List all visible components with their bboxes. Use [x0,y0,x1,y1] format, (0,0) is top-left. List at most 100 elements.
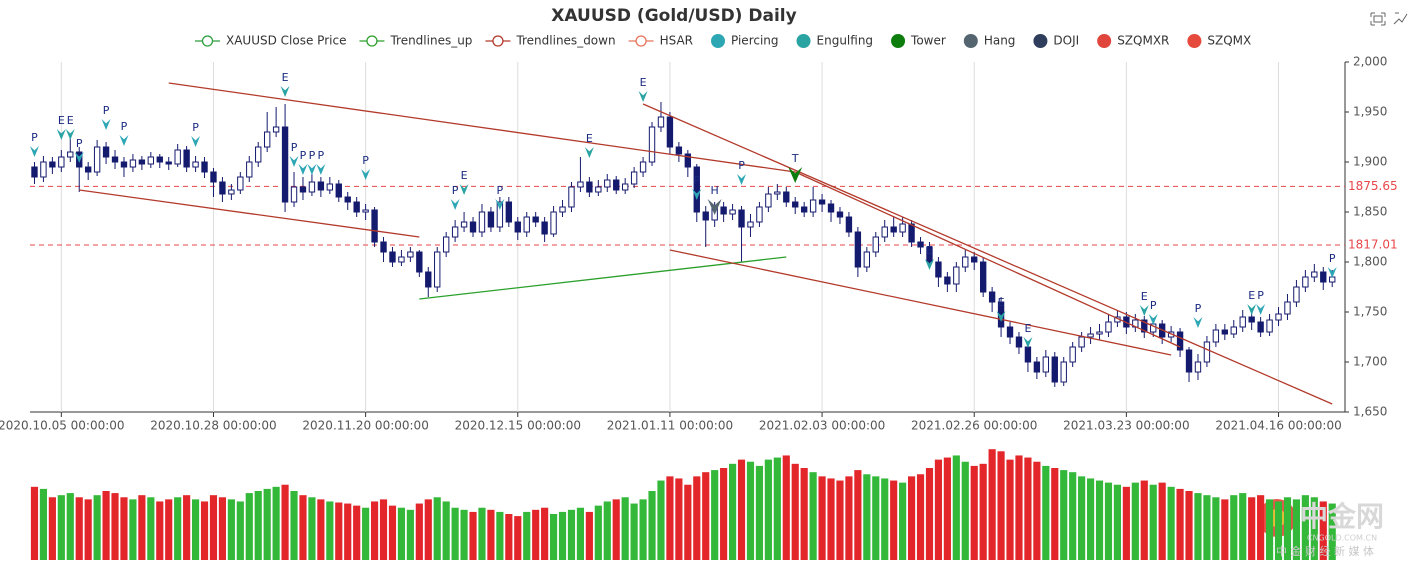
candle-body [702,211,709,221]
candle-body [1087,333,1094,338]
volume-bar [1140,480,1148,560]
candle-body [120,161,128,168]
volume-bar [433,497,441,560]
volume-bar [863,474,871,560]
candle-body [371,209,378,243]
pattern-label: P [1257,289,1264,302]
candle-body [890,226,897,233]
pattern-marker [1247,304,1257,315]
candle-body [595,186,602,193]
pattern-label: E [1024,322,1031,335]
candle-body [156,156,163,163]
candle-body [290,186,298,203]
chart-title: XAUUSD (Gold/USD) Daily [551,6,796,26]
toolbox[interactable] [1370,12,1408,26]
candle-body [971,256,978,263]
candle-body [962,256,969,268]
legend-label: Piercing [731,34,779,48]
volume-bar [684,484,692,560]
volume-bar [567,509,576,560]
volume-bar [48,497,56,560]
volume-bar [1239,493,1247,560]
candle-body [621,183,629,191]
volume-bar [809,472,817,560]
watermark-domain: CNGOLD.COM.CN [1307,534,1377,543]
volume-bar [612,499,620,560]
volume-bar [1015,455,1023,560]
pattern-marker [1193,317,1203,328]
volume-bar [406,509,414,560]
pattern-label: P [452,184,459,197]
candle-body [863,251,871,268]
candle-body [1275,313,1282,321]
volume-bar [1104,482,1113,560]
candle-body [604,179,611,188]
pattern-marker [459,184,469,195]
candle-body [451,226,459,238]
volume-bar [836,480,844,560]
volume-bar [1060,470,1068,560]
volume-bar [1328,503,1336,560]
candle-body [1033,361,1041,373]
y-tick-label: 1,750 [1353,305,1387,319]
candle-body [255,146,262,163]
x-tick-label: 2020.10.28 00:00:00 [150,419,276,433]
candle-body [953,266,960,285]
candle-body [210,171,217,183]
candle-body [102,146,110,158]
pattern-label: P [76,137,83,150]
pattern-marker [119,135,129,146]
volume-bar [881,478,889,560]
legend-icon [201,35,214,47]
pattern-marker [316,164,326,175]
candle-body [308,181,316,193]
candle-body [836,211,844,218]
candle-body [639,161,647,173]
pattern-marker [280,86,290,97]
y-tick-label: 1,900 [1353,155,1387,169]
volume-bar [1194,493,1202,560]
candle-body [469,221,477,233]
x-tick-label: 2020.10.05 00:00:00 [0,419,125,433]
legend-label: Trendlines_up [389,34,472,48]
candle-body [693,166,700,213]
candle-body [720,206,727,215]
candle-body [183,149,190,168]
volume-bar [362,507,370,560]
candle-body [1284,301,1291,315]
volume-bar [746,461,755,560]
candle-body [1015,336,1023,348]
volume-bar [925,468,934,560]
candle-body [1212,329,1220,343]
volume-bar [603,501,611,560]
pattern-label: P [1329,252,1336,265]
pattern-marker [788,167,803,183]
volume-bar [755,465,764,560]
candle-body [1105,321,1112,333]
pattern-label: E [998,296,1005,309]
pattern-marker [56,129,66,140]
volume-bar [621,497,629,560]
candle-body [442,236,450,253]
candle-body [67,151,74,158]
volume-bar [630,503,638,560]
volume-bar [594,505,602,560]
candle-body [31,166,38,178]
volume-bar [335,502,343,560]
candle-body [228,189,235,195]
volume-bar [1176,488,1184,560]
candle-body [738,209,745,228]
pattern-marker [495,199,505,210]
legend-label: DOJI [1053,34,1079,48]
volume-bar [460,509,468,560]
candle-body [774,191,781,195]
legend-icon [492,35,504,47]
trendline [669,249,1172,356]
volume-bar [576,507,585,560]
candle-body [58,156,65,168]
candle-body [246,161,253,178]
candle-body [129,159,137,168]
volume-bar [317,499,325,560]
x-tick-label: 2021.04.16 00:00:00 [1215,419,1341,433]
